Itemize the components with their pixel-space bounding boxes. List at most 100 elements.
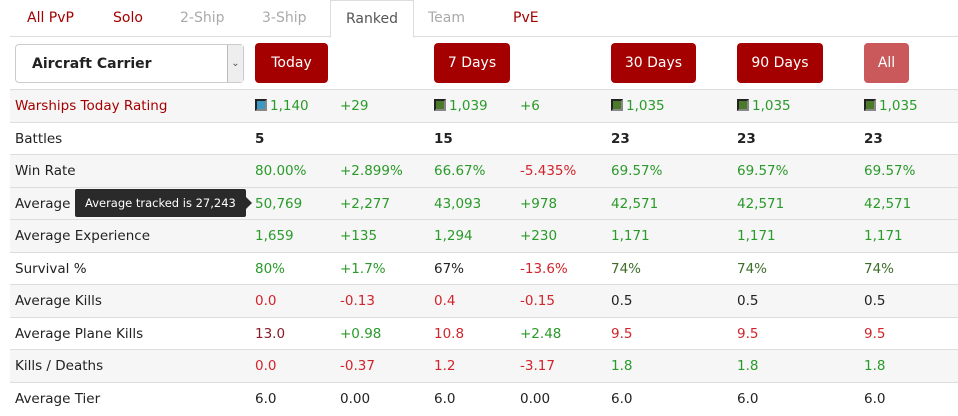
stat-value: 6.0 (737, 391, 758, 407)
period-button-all[interactable]: All (864, 43, 909, 83)
chevron-down-icon[interactable]: ⌄ (227, 45, 243, 82)
tab-team[interactable]: Team (428, 10, 466, 26)
stat-value: 0.0 (255, 358, 276, 374)
stat-text: 0.5 (864, 293, 886, 309)
stat-value: 80% (255, 261, 285, 277)
tab-solo[interactable]: Solo (113, 10, 143, 26)
stat-text: 9.5 (737, 325, 759, 342)
stat-value: 74% (864, 261, 894, 277)
stat-text: 69.57% (737, 163, 789, 179)
row-label: Average Plane Kills (15, 325, 144, 342)
stat-text: 42,571 (864, 195, 912, 212)
stat-text: 1,035 (626, 98, 665, 114)
period-button-7-days[interactable]: 7 Days (434, 43, 510, 83)
stat-text: 23 (864, 130, 883, 147)
stat-text: 6.0 (864, 390, 886, 407)
stat-text: 13.0 (255, 325, 286, 342)
stat-value: +2,277 (340, 196, 390, 212)
row-label: Battles (15, 130, 63, 147)
table-row: Kills / Deaths 0.0 -0.37 1.2 -3.17 1.8 1.8 1.8 (10, 349, 958, 382)
row-label: Average Kills (15, 293, 102, 309)
stat-value: 6.0 (255, 391, 276, 407)
stat-value: 1.8 (611, 358, 632, 374)
stat-text: 23 (737, 130, 756, 147)
stat-value: 50,769 (255, 196, 302, 212)
period-button-90-days[interactable]: 90 Days (737, 43, 823, 83)
stat-value: +6 (520, 98, 540, 114)
rating-color-icon (255, 99, 267, 111)
stat-text: +2,277 (340, 195, 390, 212)
stat-text: 0.4 (434, 293, 456, 309)
stat-value: 5 (255, 131, 264, 147)
stat-text: -13.6% (520, 260, 568, 277)
tab-2-ship[interactable]: 2-Ship (180, 10, 225, 26)
period-button-today[interactable]: Today (255, 43, 328, 83)
stat-value: 42,571 (611, 196, 658, 212)
ship-class-select[interactable]: Aircraft Carrier ⌄ (15, 44, 244, 83)
stat-value: 74% (737, 261, 767, 277)
stat-text: 6.0 (737, 390, 759, 407)
stat-text: 9.5 (611, 325, 633, 342)
stat-text: +1.7% (340, 260, 386, 277)
stat-text: 0.5 (737, 293, 759, 309)
stat-text: -0.13 (340, 293, 375, 309)
stat-text: 1.2 (434, 358, 456, 374)
row-label: Kills / Deaths (15, 358, 104, 374)
stat-value: 80.00% (255, 163, 306, 179)
stat-value: 1,039 (434, 98, 488, 114)
stat-text: 1,039 (449, 98, 488, 114)
stat-text: 80.00% (255, 163, 307, 179)
stat-text: 80% (255, 260, 286, 277)
tab-3-ship[interactable]: 3-Ship (262, 10, 307, 26)
stat-text: -0.37 (340, 358, 375, 374)
stat-text: 1,294 (434, 228, 473, 244)
stat-value: 42,571 (864, 196, 911, 212)
stat-value: +2.899% (340, 163, 403, 179)
row-label: Win Rate (15, 163, 76, 179)
stat-value: 1,171 (864, 228, 903, 244)
stat-value: +978 (520, 196, 557, 212)
stat-text: 42,571 (611, 195, 659, 212)
tab-all-pvp[interactable]: All PvP (27, 10, 74, 26)
stat-value: -0.37 (340, 358, 375, 374)
table-row: Survival % 80% +1.7% 67% -13.6% 74% 74% 74% (10, 251, 958, 285)
stat-value: 23 (864, 131, 883, 147)
stat-value: -3.17 (520, 358, 555, 374)
stat-value: 9.5 (864, 326, 885, 342)
stat-value: 0.0 (255, 293, 276, 309)
stat-text: 0.00 (520, 390, 551, 407)
tab-ranked[interactable]: Ranked (330, 0, 414, 38)
stat-text: 74% (737, 260, 768, 277)
tab-pve[interactable]: PvE (513, 10, 539, 26)
stat-text: 67% (434, 260, 465, 277)
tooltip: Average tracked is 27,243 (75, 189, 252, 217)
stat-value: 74% (611, 261, 641, 277)
stat-value: 6.0 (434, 391, 455, 407)
rating-color-icon (737, 99, 749, 111)
stat-text: 1,035 (879, 98, 918, 114)
stat-value: -0.15 (520, 293, 555, 309)
stat-text: 6.0 (434, 390, 456, 407)
stat-text: +2.899% (340, 163, 403, 179)
stat-text: 0.0 (255, 358, 277, 374)
row-label: Average Experience (15, 228, 151, 244)
stat-text: 6.0 (611, 390, 633, 407)
stat-value: 69.57% (864, 163, 915, 179)
rating-color-icon (864, 99, 876, 111)
stat-text: +135 (340, 228, 378, 244)
stat-text: +6 (520, 98, 540, 114)
stat-value: 1.8 (737, 358, 758, 374)
stat-value: -13.6% (520, 261, 568, 277)
stat-value: 1.2 (434, 358, 455, 374)
period-button-30-days[interactable]: 30 Days (611, 43, 696, 83)
stat-text: 50,769 (255, 195, 303, 212)
stat-value: 10.8 (434, 326, 464, 342)
stat-value: 1.8 (864, 358, 885, 374)
stat-value: 69.57% (611, 163, 662, 179)
stat-value: 1,035 (737, 98, 791, 114)
stat-text: 1,171 (737, 228, 776, 244)
stat-value: 9.5 (611, 326, 632, 342)
stat-value: 0.00 (520, 391, 550, 407)
stat-text: 74% (611, 260, 642, 277)
stat-text: 66.67% (434, 163, 486, 179)
